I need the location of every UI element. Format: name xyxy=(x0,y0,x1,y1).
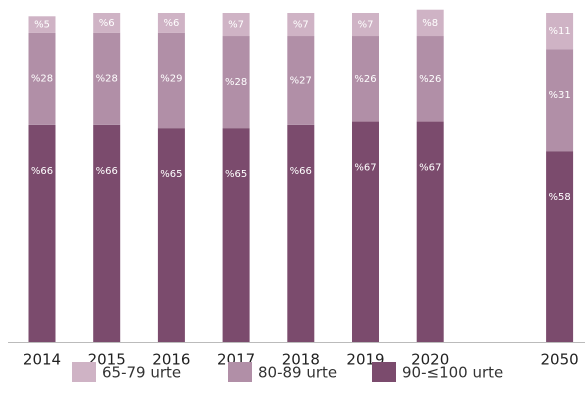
value-label: %29 xyxy=(160,74,182,85)
bar-segment xyxy=(416,36,444,122)
bar-segment xyxy=(157,13,185,33)
x-tick-label: 2050 xyxy=(541,351,579,369)
value-label: %31 xyxy=(548,90,570,101)
legend-label: 90-≤100 urte xyxy=(402,364,503,382)
value-label: %65 xyxy=(160,169,182,180)
x-tick-label: 2015 xyxy=(88,351,126,369)
bar-segment xyxy=(28,32,56,125)
value-label: %28 xyxy=(31,74,53,85)
x-tick-label: 2018 xyxy=(282,351,320,369)
value-label: %58 xyxy=(548,192,570,203)
value-label: %28 xyxy=(96,74,118,85)
legend-swatch xyxy=(228,362,252,382)
bar-segment xyxy=(222,128,250,342)
value-label: %66 xyxy=(96,166,118,177)
bar-segment xyxy=(352,121,379,342)
bar-segment xyxy=(157,32,185,129)
bar-segment xyxy=(546,49,574,152)
x-tick-label: 2014 xyxy=(23,351,61,369)
legend-swatch xyxy=(372,362,396,382)
value-label: %65 xyxy=(225,169,247,180)
value-label: %7 xyxy=(358,20,374,31)
value-label: %7 xyxy=(228,20,244,31)
legend-swatch xyxy=(72,362,96,382)
value-label: %28 xyxy=(225,77,247,88)
bar-segment xyxy=(352,36,379,122)
value-label: %67 xyxy=(419,163,441,174)
bar-segment xyxy=(28,124,56,342)
bar-segment xyxy=(416,9,444,37)
legend-label: 65-79 urte xyxy=(102,364,181,382)
value-label: %67 xyxy=(354,163,376,174)
value-label: %26 xyxy=(419,74,441,85)
bar-segment xyxy=(222,13,250,37)
bar-segment xyxy=(222,36,250,129)
bar-segment xyxy=(93,124,121,342)
bar-segment xyxy=(546,13,574,50)
bar-segment xyxy=(416,121,444,342)
bar-segment xyxy=(287,124,315,342)
bar-segment xyxy=(287,13,315,37)
bar-segment xyxy=(287,36,315,125)
bar-segment xyxy=(157,128,185,342)
x-tick-label: 2020 xyxy=(411,351,449,369)
value-label: %5 xyxy=(34,20,50,31)
value-label: %8 xyxy=(422,18,438,29)
value-label: %11 xyxy=(548,26,570,37)
legend-label: 80-89 urte xyxy=(258,364,337,382)
value-label: %66 xyxy=(290,166,312,177)
value-label: %7 xyxy=(293,20,309,31)
bar-segment xyxy=(93,32,121,125)
value-label: %27 xyxy=(290,75,312,86)
value-label: %26 xyxy=(354,74,376,85)
x-tick-label: 2016 xyxy=(152,351,190,369)
bar-segment xyxy=(28,16,56,33)
value-label: %6 xyxy=(163,18,179,29)
value-label: %66 xyxy=(31,166,53,177)
bar-segment xyxy=(546,151,574,342)
bar-segment xyxy=(352,13,379,37)
value-label: %6 xyxy=(99,18,115,29)
bar-segment xyxy=(93,13,121,33)
